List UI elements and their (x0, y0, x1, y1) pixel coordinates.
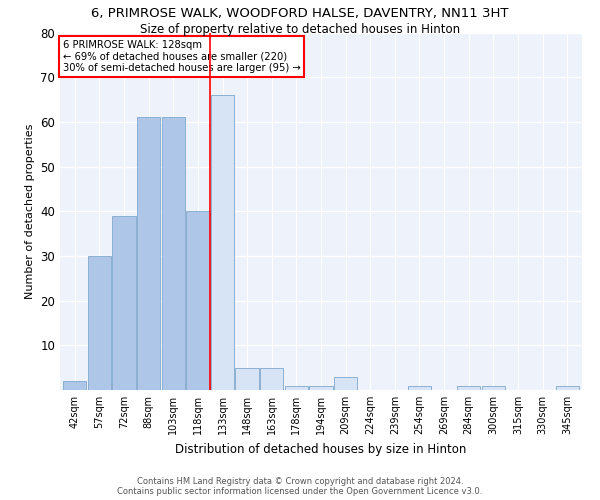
Y-axis label: Number of detached properties: Number of detached properties (25, 124, 35, 299)
Text: 6, PRIMROSE WALK, WOODFORD HALSE, DAVENTRY, NN11 3HT: 6, PRIMROSE WALK, WOODFORD HALSE, DAVENT… (91, 8, 509, 20)
Bar (211, 95, 234, 390)
Bar (88, 256, 111, 390)
Bar (112, 216, 136, 390)
Bar (334, 376, 358, 390)
Bar (408, 386, 431, 390)
X-axis label: Distribution of detached houses by size in Hinton: Distribution of detached houses by size … (175, 442, 467, 456)
Bar (482, 386, 505, 390)
Text: Size of property relative to detached houses in Hinton: Size of property relative to detached ho… (140, 22, 460, 36)
Text: Contains HM Land Registry data © Crown copyright and database right 2024.
Contai: Contains HM Land Registry data © Crown c… (118, 476, 482, 496)
Bar (235, 368, 259, 390)
Bar (556, 386, 579, 390)
Text: 6 PRIMROSE WALK: 128sqm
← 69% of detached houses are smaller (220)
30% of semi-d: 6 PRIMROSE WALK: 128sqm ← 69% of detache… (62, 40, 301, 73)
Bar (310, 386, 332, 390)
Bar (161, 118, 185, 390)
Bar (260, 368, 283, 390)
Bar (137, 118, 160, 390)
Bar (457, 386, 481, 390)
Bar (284, 386, 308, 390)
Bar (186, 211, 209, 390)
Bar (63, 381, 86, 390)
